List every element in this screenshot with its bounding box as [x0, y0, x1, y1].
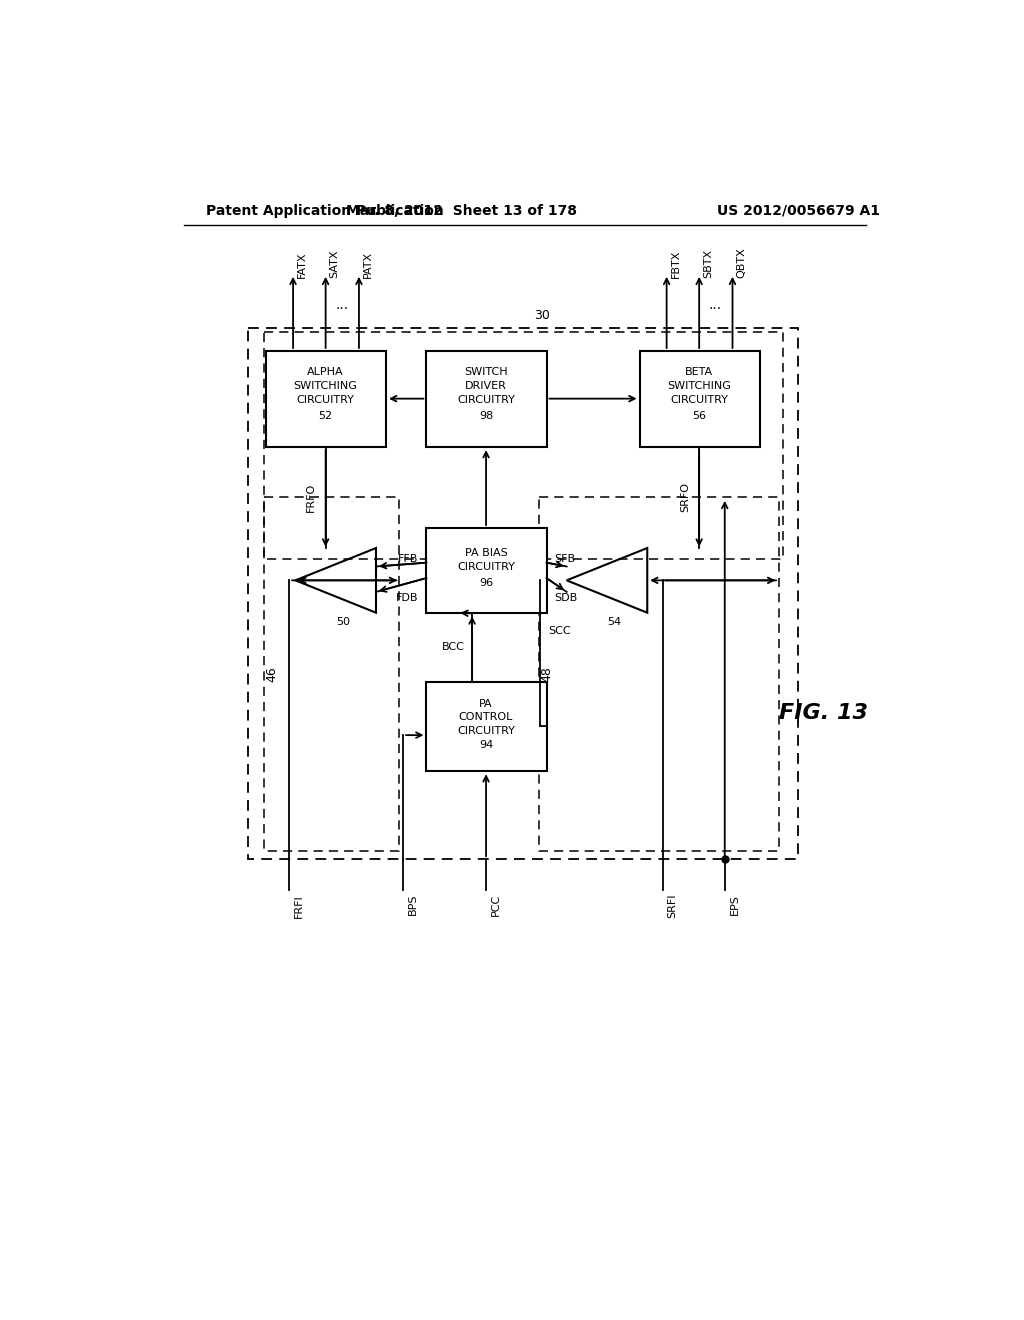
Text: FDB: FDB: [396, 593, 419, 603]
Text: Mar. 8, 2012  Sheet 13 of 178: Mar. 8, 2012 Sheet 13 of 178: [346, 203, 577, 218]
Text: SWITCHING: SWITCHING: [668, 381, 731, 391]
Text: BCC: BCC: [441, 643, 464, 652]
Text: PATX: PATX: [362, 251, 373, 277]
Text: 54: 54: [607, 616, 622, 627]
Text: FATX: FATX: [297, 251, 307, 277]
Text: CONTROL: CONTROL: [459, 713, 513, 722]
Text: 48: 48: [541, 667, 554, 682]
Text: EPS: EPS: [729, 894, 739, 915]
Text: CIRCUITRY: CIRCUITRY: [457, 561, 515, 572]
Text: SDB: SDB: [554, 593, 578, 603]
Text: 46: 46: [265, 667, 279, 682]
Bar: [263, 498, 399, 851]
Text: SCC: SCC: [548, 626, 570, 636]
Text: SBTX: SBTX: [703, 248, 713, 277]
Text: CIRCUITRY: CIRCUITRY: [671, 395, 728, 405]
Text: SRFI: SRFI: [668, 894, 678, 919]
Text: 52: 52: [318, 412, 333, 421]
Text: Patent Application Publication: Patent Application Publication: [206, 203, 443, 218]
Bar: [426, 528, 547, 612]
Bar: [266, 351, 386, 447]
Text: SRFO: SRFO: [680, 482, 690, 512]
Text: BETA: BETA: [685, 367, 714, 378]
Text: CIRCUITRY: CIRCUITRY: [297, 395, 354, 405]
Text: SFB: SFB: [554, 554, 575, 564]
Bar: [640, 351, 760, 447]
Text: ...: ...: [335, 298, 348, 312]
Bar: [263, 331, 783, 558]
Text: PCC: PCC: [490, 894, 501, 916]
Text: 94: 94: [479, 741, 494, 750]
Bar: [426, 682, 547, 771]
Text: FRFO: FRFO: [306, 483, 316, 512]
Text: SWITCHING: SWITCHING: [294, 381, 357, 391]
Text: 30: 30: [534, 309, 550, 322]
Text: FFB: FFB: [398, 554, 419, 564]
Text: FBTX: FBTX: [671, 249, 681, 277]
Text: PA: PA: [479, 698, 493, 709]
Text: PA BIAS: PA BIAS: [465, 548, 508, 557]
Bar: [539, 498, 779, 851]
Text: FRFI: FRFI: [294, 894, 304, 917]
Bar: [426, 351, 547, 447]
Text: FIG. 13: FIG. 13: [779, 702, 868, 723]
Text: DRIVER: DRIVER: [465, 381, 507, 391]
Text: 98: 98: [479, 412, 494, 421]
Text: BPS: BPS: [408, 894, 418, 915]
Text: CIRCUITRY: CIRCUITRY: [457, 395, 515, 405]
Text: CIRCUITRY: CIRCUITRY: [457, 726, 515, 737]
Text: ALPHA: ALPHA: [307, 367, 344, 378]
Text: 56: 56: [692, 412, 707, 421]
Text: SATX: SATX: [330, 249, 340, 277]
Text: ...: ...: [709, 298, 722, 312]
Bar: [248, 327, 799, 859]
Text: SWITCH: SWITCH: [464, 367, 508, 378]
Text: QBTX: QBTX: [736, 247, 746, 277]
Text: US 2012/0056679 A1: US 2012/0056679 A1: [717, 203, 880, 218]
Text: 96: 96: [479, 578, 494, 589]
Text: 50: 50: [337, 616, 350, 627]
